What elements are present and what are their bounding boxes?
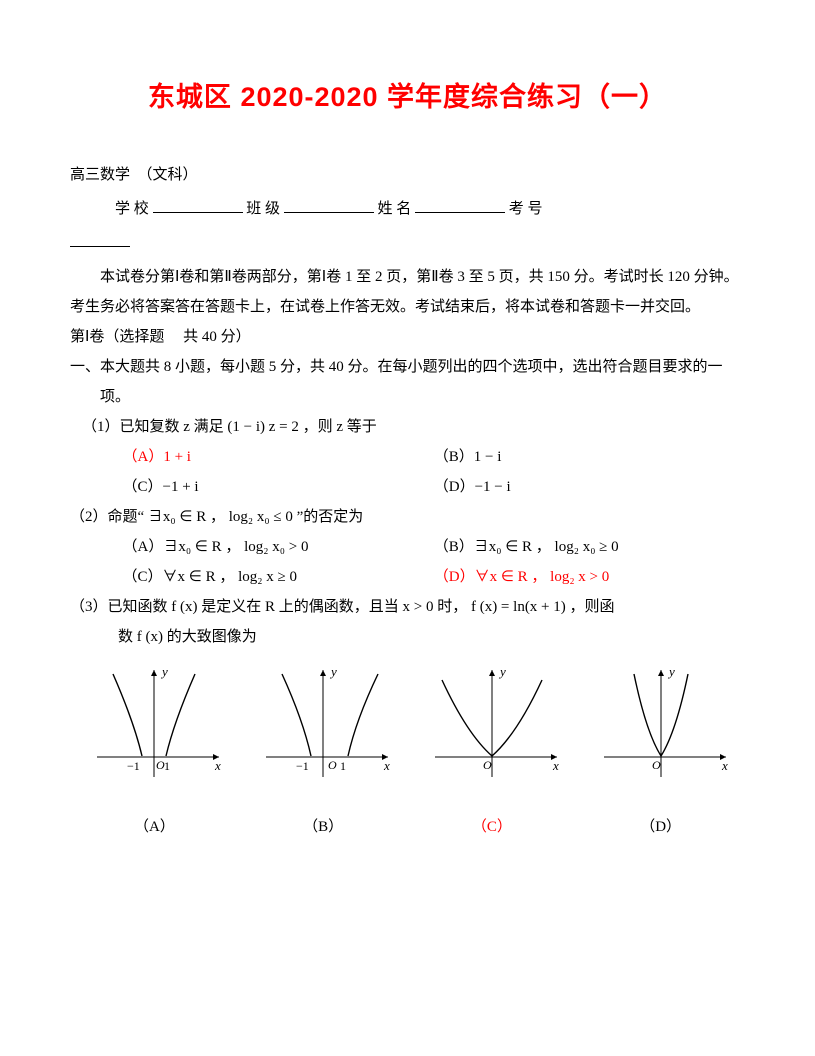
q3-stem-b: 数 f (x) 的大致图像为	[70, 622, 745, 652]
graph-a: y x O −1 1	[79, 662, 229, 782]
svg-text:−1: −1	[127, 759, 140, 773]
q3-graphs: y x O −1 1 y x O −1 1	[70, 662, 745, 782]
q3-option-labels: （A） （B） （C） （D）	[70, 812, 745, 842]
q2-option-a: （A）∃x₀ ∈ R ， log₂ x₀ > 0	[123, 532, 434, 562]
q1-stem: （1）已知复数 z 满足 (1 − i) z = 2 ，则 z 等于	[70, 412, 745, 442]
svg-text:−1: −1	[296, 759, 309, 773]
svg-text:x: x	[552, 758, 559, 773]
svg-text:O: O	[328, 758, 337, 772]
intro-paragraph: 本试卷分第Ⅰ卷和第Ⅱ卷两部分，第Ⅰ卷 1 至 2 页，第Ⅱ卷 3 至 5 页，共…	[70, 262, 745, 322]
student-form: 学 校 班 级 姓 名 考 号	[70, 194, 745, 224]
q2-option-d: （D）∀x ∈ R ， log₂ x > 0	[434, 569, 610, 585]
q1-option-c: （C）−1 + i	[123, 472, 434, 502]
q2-stem: （2）命题“ ∃x₀ ∈ R ， log₂ x₀ ≤ 0 ”的否定为	[70, 502, 745, 532]
q1-option-a: （A）1 + i	[123, 449, 191, 465]
svg-text:y: y	[329, 664, 337, 679]
class-blank	[284, 196, 374, 214]
id-blank	[70, 230, 130, 248]
svg-text:O: O	[483, 758, 492, 772]
school-label: 学 校	[115, 201, 149, 217]
q3-option-b: （B）	[248, 812, 398, 842]
graph-b: y x O −1 1	[248, 662, 398, 782]
q3-stem-a: （3）已知函数 f (x) 是定义在 R 上的偶函数，且当 x > 0 时， f…	[70, 592, 745, 622]
q2-option-b: （B）∃x₀ ∈ R ， log₂ x₀ ≥ 0	[434, 532, 745, 562]
graph-c-svg: y x O	[417, 662, 567, 782]
q3-option-a: （A）	[79, 812, 229, 842]
svg-text:y: y	[160, 664, 168, 679]
svg-text:y: y	[667, 664, 675, 679]
graph-d-svg: y x O	[586, 662, 736, 782]
page-title: 东城区 2020-2020 学年度综合练习（一）	[70, 70, 745, 124]
section1-header: 一、本大题共 8 小题，每小题 5 分，共 40 分。在每小题列出的四个选项中，…	[100, 352, 745, 412]
q1-option-d: （D）−1 − i	[434, 472, 745, 502]
name-label: 姓 名	[378, 201, 412, 217]
svg-text:x: x	[214, 758, 221, 773]
graph-a-svg: y x O −1 1	[79, 662, 229, 782]
subject-line: 高三数学 （文科）	[70, 160, 745, 190]
part1-header: 第Ⅰ卷（选择题 共 40 分）	[70, 322, 745, 352]
graph-b-svg: y x O −1 1	[248, 662, 398, 782]
svg-text:x: x	[721, 758, 728, 773]
q2-option-c: （C）∀x ∈ R ， log₂ x ≥ 0	[123, 562, 434, 592]
graph-c: y x O	[417, 662, 567, 782]
q3-option-c: （C）	[472, 819, 512, 835]
school-blank	[153, 196, 243, 214]
svg-text:1: 1	[164, 759, 170, 773]
name-blank	[415, 196, 505, 214]
svg-text:x: x	[383, 758, 390, 773]
q3-option-d: （D）	[586, 812, 736, 842]
svg-text:y: y	[498, 664, 506, 679]
q1-option-b: （B）1 − i	[434, 442, 745, 472]
svg-text:O: O	[652, 758, 661, 772]
class-label: 班 级	[246, 201, 280, 217]
section1-header-text: 一、本大题共 8 小题，每小题 5 分，共 40 分。在每小题列出的四个选项中，…	[70, 359, 723, 405]
graph-d: y x O	[586, 662, 736, 782]
id-label: 考 号	[509, 201, 543, 217]
svg-text:1: 1	[340, 759, 346, 773]
